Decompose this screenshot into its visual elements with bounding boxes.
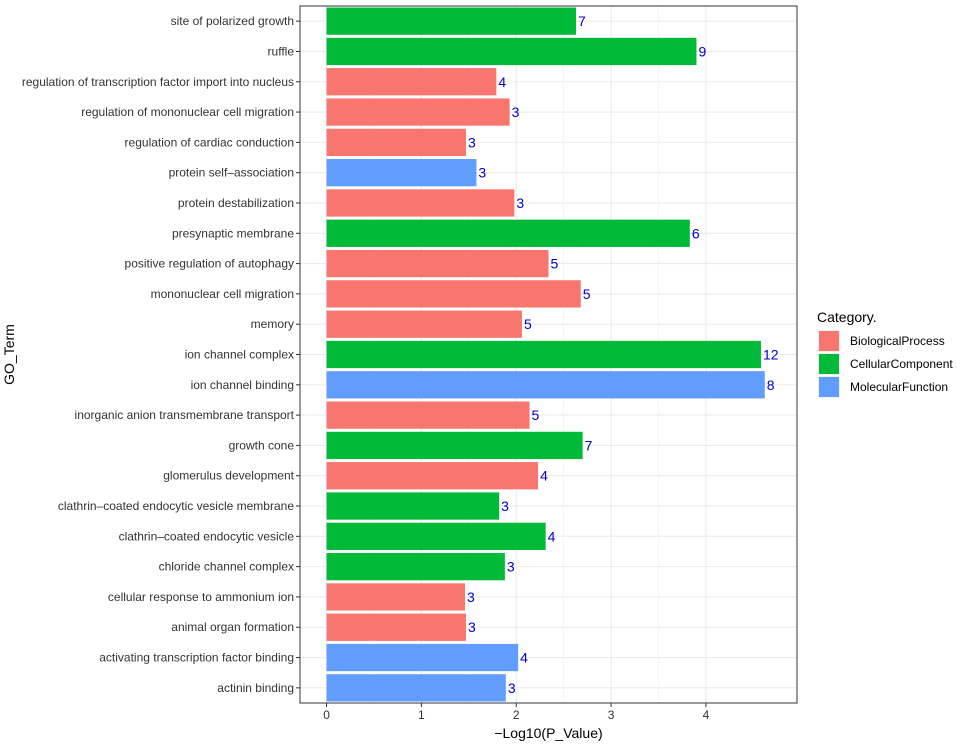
bar	[326, 462, 539, 490]
y-tick-label: protein self–association	[169, 166, 294, 180]
x-tick-label: 1	[418, 708, 425, 722]
count-label: 3	[478, 165, 486, 181]
y-tick-label: site of polarized growth	[171, 14, 294, 28]
bar	[326, 340, 761, 369]
y-tick-label: mononuclear cell migration	[151, 287, 294, 301]
bar	[326, 280, 581, 308]
bar	[326, 431, 583, 460]
bar	[326, 159, 477, 187]
bar	[326, 37, 697, 66]
count-label: 3	[468, 134, 476, 150]
count-label: 5	[551, 256, 559, 272]
count-label: 5	[524, 316, 532, 332]
legend-swatch	[819, 354, 839, 374]
count-label: 3	[467, 589, 475, 605]
count-label: 5	[532, 407, 540, 423]
y-tick-label: ion channel binding	[191, 378, 294, 392]
bar	[326, 492, 500, 520]
y-tick-label: regulation of cardiac conduction	[125, 135, 294, 149]
y-tick-label: growth cone	[229, 438, 295, 452]
x-tick-label: 0	[323, 708, 330, 722]
count-label: 3	[508, 680, 516, 696]
legend-title: Category.	[817, 309, 877, 325]
y-tick-label: ruffle	[268, 44, 295, 58]
legend-label: BiologicalProcess	[850, 334, 945, 348]
y-tick-label: memory	[251, 317, 294, 331]
bar	[326, 7, 577, 35]
x-tick-label: 3	[608, 708, 615, 722]
bar	[326, 249, 549, 278]
count-label: 9	[698, 43, 706, 59]
y-tick-label: cellular response to ammonium ion	[108, 590, 294, 604]
y-tick-label: animal organ formation	[171, 620, 294, 634]
x-tick-label: 2	[513, 708, 520, 722]
bar	[326, 613, 466, 641]
y-tick-label: clathrin–coated endocytic vesicle	[119, 529, 295, 543]
count-label: 8	[767, 377, 775, 393]
bar	[326, 68, 497, 96]
y-tick-label: inorganic anion transmembrane transport	[75, 408, 295, 422]
bar	[326, 522, 546, 550]
count-label: 4	[520, 650, 528, 666]
count-label: 3	[507, 559, 515, 575]
bar	[326, 128, 466, 157]
y-tick-label: positive regulation of autophagy	[125, 257, 294, 271]
legend-swatch	[819, 377, 839, 397]
count-label: 6	[692, 225, 700, 241]
y-tick-label: regulation of mononuclear cell migration	[81, 105, 294, 119]
x-axis: 0 1 2 3 4	[323, 703, 710, 722]
y-axis: site of polarized growth ruffle regulation…	[22, 14, 300, 695]
legend-label: MolecularFunction	[850, 380, 948, 394]
y-tick-label: chloride channel complex	[159, 560, 294, 574]
bar	[326, 310, 522, 338]
bars	[326, 7, 765, 702]
legend-swatch	[819, 331, 839, 351]
x-tick-label: 4	[703, 708, 710, 722]
count-label: 7	[578, 13, 586, 29]
bar	[326, 552, 505, 581]
count-label: 3	[516, 195, 524, 211]
count-label: 4	[548, 528, 556, 544]
legend-label: CellularComponent	[850, 357, 953, 371]
bar	[326, 674, 506, 702]
count-label: 3	[468, 619, 476, 635]
bar	[326, 583, 466, 611]
count-label: 3	[501, 498, 509, 514]
bar	[326, 189, 515, 217]
y-tick-label: ion channel complex	[185, 348, 294, 362]
y-axis-title: GO_Term	[1, 324, 17, 385]
count-label: 4	[498, 74, 506, 90]
bar	[326, 219, 690, 247]
bar	[326, 643, 519, 672]
y-tick-label: activating transcription factor binding	[99, 651, 294, 665]
y-tick-label: actinin binding	[217, 681, 294, 695]
bar	[326, 98, 510, 126]
count-label: 3	[512, 104, 520, 120]
legend: Category. BiologicalProcess CellularCompo…	[817, 309, 953, 398]
y-tick-label: protein destabilization	[178, 196, 294, 210]
count-label: 4	[540, 468, 548, 484]
x-axis-title: −Log10(P_Value)	[494, 725, 602, 741]
bar	[326, 371, 765, 399]
y-tick-label: regulation of transcription factor impor…	[22, 75, 294, 89]
y-tick-label: presynaptic membrane	[172, 226, 294, 240]
y-tick-label: glomerulus development	[163, 469, 294, 483]
bar	[326, 401, 530, 429]
y-tick-label: clathrin–coated endocytic vesicle membra…	[58, 499, 294, 513]
count-label: 5	[583, 286, 591, 302]
count-label: 12	[763, 347, 779, 363]
count-label: 7	[585, 437, 593, 453]
